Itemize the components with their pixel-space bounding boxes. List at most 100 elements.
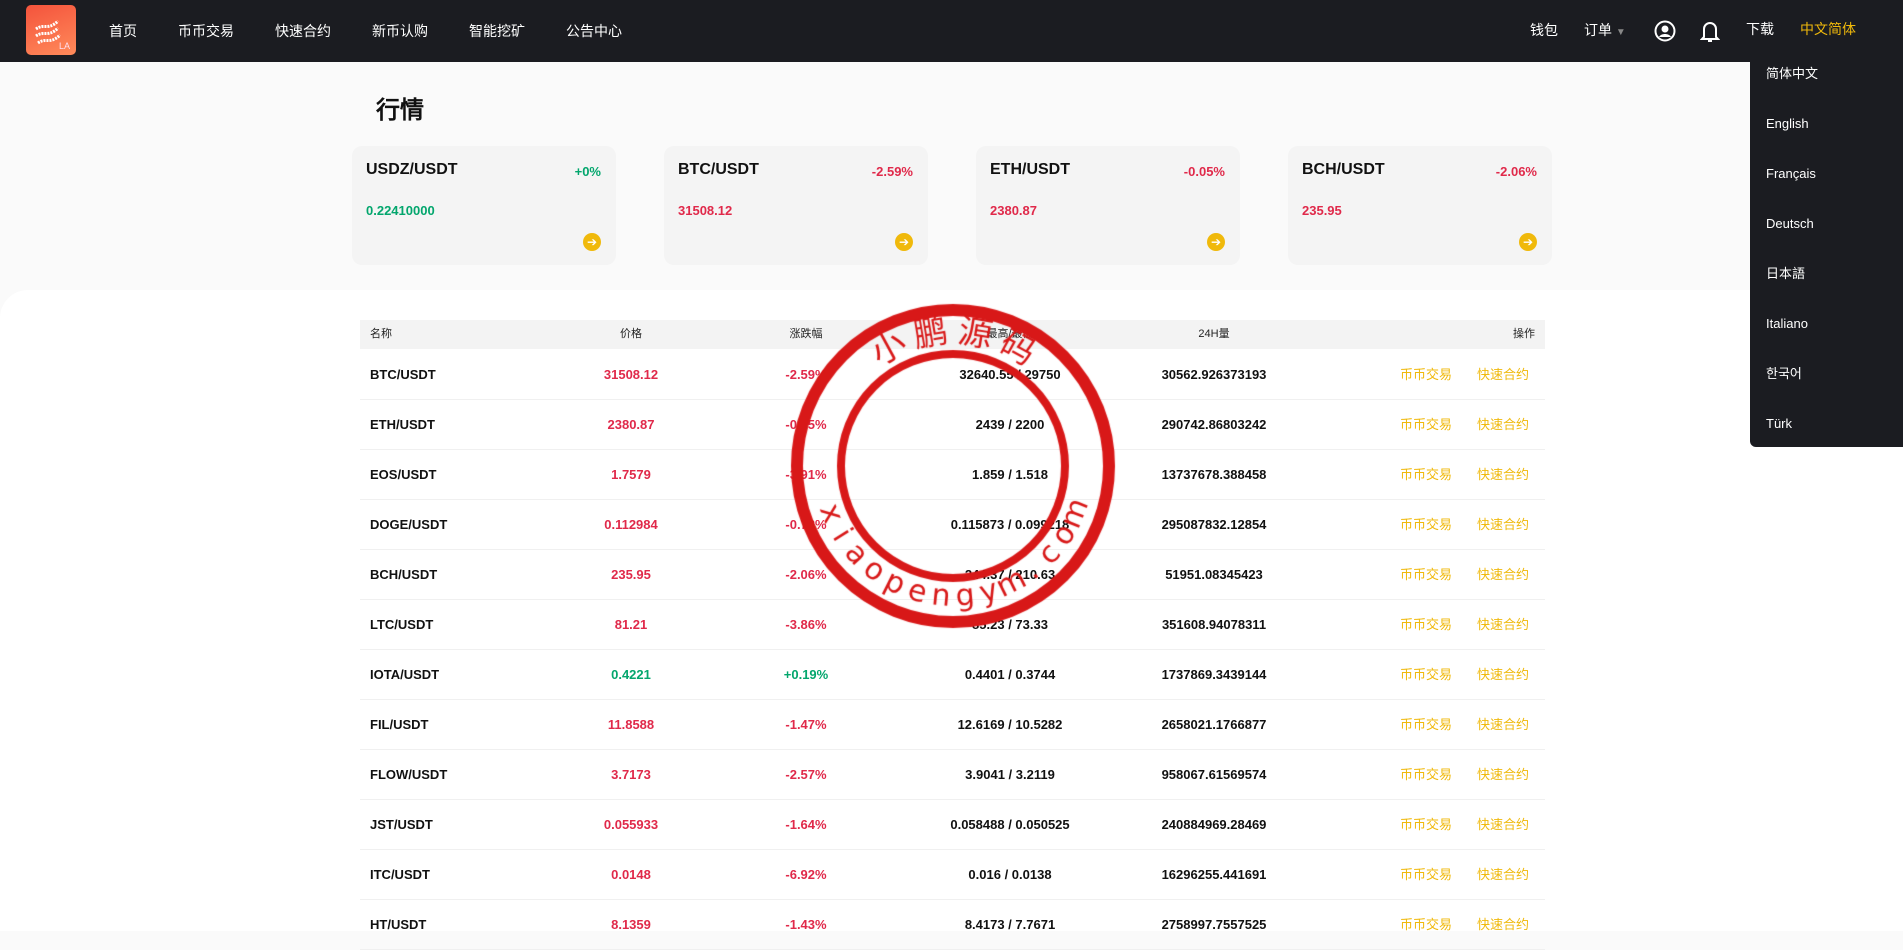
spot-trade-link[interactable]: 币币交易: [1400, 867, 1453, 882]
row-high-low: 1.859 / 1.518: [972, 467, 1048, 482]
orders-label: 订单: [1584, 22, 1612, 38]
bell-icon[interactable]: [1700, 19, 1720, 43]
spot-trade-link[interactable]: 币币交易: [1400, 767, 1453, 782]
row-change: -1.43%: [785, 917, 827, 932]
nav-smart-mining[interactable]: 智能挖矿: [469, 23, 525, 39]
language-option[interactable]: English: [1766, 116, 1809, 131]
card-change: +0%: [574, 164, 601, 179]
arrow-right-icon[interactable]: ➔: [1207, 233, 1225, 251]
row-price: 0.112984: [604, 517, 658, 532]
arrow-right-icon[interactable]: ➔: [895, 233, 913, 251]
row-price: 2380.87: [607, 417, 655, 432]
spot-trade-link[interactable]: 币币交易: [1400, 467, 1453, 482]
row-volume: 2758997.7557525: [1161, 917, 1267, 932]
table-row[interactable]: ITC/USDT 0.0148 -6.92% 0.016 / 0.0138 16…: [360, 850, 1545, 900]
arrow-right-icon[interactable]: ➔: [583, 233, 601, 251]
quick-contract-link[interactable]: 快速合约: [1477, 867, 1530, 882]
col-price: 价格: [620, 328, 642, 340]
nav-quick-contract[interactable]: 快速合约: [275, 23, 331, 39]
quick-contract-link[interactable]: 快速合约: [1477, 517, 1530, 532]
table-row[interactable]: IOTA/USDT 0.4221 +0.19% 0.4401 / 0.3744 …: [360, 650, 1545, 700]
row-high-low: 3.9041 / 3.2119: [965, 767, 1055, 782]
row-high-low: 85.23 / 73.33: [972, 617, 1048, 632]
spot-trade-link[interactable]: 币币交易: [1400, 617, 1453, 632]
user-icon[interactable]: [1654, 20, 1676, 42]
row-change: -3.86%: [785, 617, 827, 632]
market-card[interactable]: BTC/USDT -2.59% 31508.12 ➔: [664, 146, 928, 265]
market-card[interactable]: ETH/USDT -0.05% 2380.87 ➔: [976, 146, 1240, 265]
row-price: 11.8588: [607, 717, 655, 732]
table-row[interactable]: LTC/USDT 81.21 -3.86% 85.23 / 73.33 3516…: [360, 600, 1545, 650]
page-title: 行情: [376, 97, 424, 124]
spot-trade-link[interactable]: 币币交易: [1400, 567, 1453, 582]
spot-trade-link[interactable]: 币币交易: [1400, 917, 1453, 932]
row-high-low: 0.058488 / 0.050525: [950, 817, 1070, 832]
quick-contract-link[interactable]: 快速合约: [1477, 767, 1530, 782]
wallet-link[interactable]: 钱包: [1530, 22, 1558, 38]
quick-contract-link[interactable]: 快速合约: [1477, 717, 1530, 732]
row-pair: BTC/USDT: [370, 367, 436, 382]
quick-contract-link[interactable]: 快速合约: [1477, 467, 1530, 482]
table-header: 名称 价格 涨跌幅 最高/最低 24H量 操作: [360, 320, 1545, 349]
language-option[interactable]: 日本語: [1766, 266, 1806, 281]
spot-trade-link[interactable]: 币币交易: [1400, 717, 1453, 732]
table-row[interactable]: BTC/USDT 31508.12 -2.59% 32640.55 / 2975…: [360, 350, 1545, 400]
quick-contract-link[interactable]: 快速合约: [1477, 917, 1530, 932]
col-name: 名称: [370, 328, 392, 340]
table-row[interactable]: BCH/USDT 235.95 -2.06% 244.37 / 210.63 5…: [360, 550, 1545, 600]
card-change: -2.59%: [871, 164, 913, 179]
table-row[interactable]: JST/USDT 0.055933 -1.64% 0.058488 / 0.05…: [360, 800, 1545, 850]
nav-announcements[interactable]: 公告中心: [566, 23, 622, 39]
language-option[interactable]: 简体中文: [1766, 66, 1819, 81]
row-volume: 351608.94078311: [1161, 617, 1267, 632]
nav-spot-trading[interactable]: 币币交易: [178, 23, 234, 39]
language-option[interactable]: Deutsch: [1766, 216, 1814, 231]
quick-contract-link[interactable]: 快速合约: [1477, 417, 1530, 432]
spot-trade-link[interactable]: 币币交易: [1400, 667, 1453, 682]
row-change: -2.06%: [785, 567, 827, 582]
language-option[interactable]: 한국어: [1766, 366, 1802, 381]
quick-contract-link[interactable]: 快速合约: [1477, 617, 1530, 632]
table-row[interactable]: DOGE/USDT 0.112984 -0.78% 0.115873 / 0.0…: [360, 500, 1545, 550]
table-row[interactable]: ETH/USDT 2380.87 -0.05% 2439 / 2200 2907…: [360, 400, 1545, 450]
language-selector[interactable]: 中文简体: [1800, 21, 1856, 37]
arrow-right-icon[interactable]: ➔: [1519, 233, 1537, 251]
row-volume: 2658021.1766877: [1161, 717, 1267, 732]
row-volume: 295087832.12854: [1161, 517, 1267, 532]
row-high-low: 12.6169 / 10.5282: [957, 717, 1063, 732]
quick-contract-link[interactable]: 快速合约: [1477, 817, 1530, 832]
nav-new-coin[interactable]: 新币认购: [372, 23, 428, 39]
row-volume: 51951.08345423: [1165, 567, 1263, 582]
spot-trade-link[interactable]: 币币交易: [1400, 817, 1453, 832]
quick-contract-link[interactable]: 快速合约: [1477, 667, 1530, 682]
card-change: -2.06%: [1495, 164, 1537, 179]
card-pair: BCH/USDT: [1302, 161, 1385, 178]
language-option[interactable]: Français: [1766, 166, 1816, 181]
spot-trade-link[interactable]: 币币交易: [1400, 417, 1453, 432]
table-row[interactable]: FLOW/USDT 3.7173 -2.57% 3.9041 / 3.2119 …: [360, 750, 1545, 800]
logo[interactable]: LA: [26, 5, 76, 55]
card-price: 2380.87: [990, 203, 1037, 218]
market-card[interactable]: USDZ/USDT +0% 0.22410000 ➔: [352, 146, 616, 265]
table-row[interactable]: HT/USDT 8.1359 -1.43% 8.4173 / 7.7671 27…: [360, 900, 1545, 950]
row-change: -2.59%: [785, 367, 827, 382]
nav-home[interactable]: 首页: [109, 23, 137, 39]
row-pair: HT/USDT: [370, 917, 427, 932]
row-price: 1.7579: [611, 467, 651, 482]
row-change: -1.47%: [785, 717, 827, 732]
quick-contract-link[interactable]: 快速合约: [1477, 567, 1530, 582]
table-row[interactable]: EOS/USDT 1.7579 -3.91% 1.859 / 1.518 137…: [360, 450, 1545, 500]
card-price: 0.22410000: [366, 203, 435, 218]
quick-contract-link[interactable]: 快速合约: [1477, 367, 1530, 382]
table-row[interactable]: FIL/USDT 11.8588 -1.47% 12.6169 / 10.528…: [360, 700, 1545, 750]
row-price: 0.4221: [611, 667, 651, 682]
download-link[interactable]: 下载: [1746, 21, 1774, 37]
spot-trade-link[interactable]: 币币交易: [1400, 367, 1453, 382]
spot-trade-link[interactable]: 币币交易: [1400, 517, 1453, 532]
language-option[interactable]: Italiano: [1766, 316, 1808, 331]
orders-menu[interactable]: 订单 ▼: [1584, 20, 1626, 40]
market-card[interactable]: BCH/USDT -2.06% 235.95 ➔: [1288, 146, 1552, 265]
col-change: 涨跌幅: [789, 328, 823, 340]
language-option[interactable]: Türk: [1766, 416, 1792, 431]
row-pair: JST/USDT: [370, 817, 433, 832]
